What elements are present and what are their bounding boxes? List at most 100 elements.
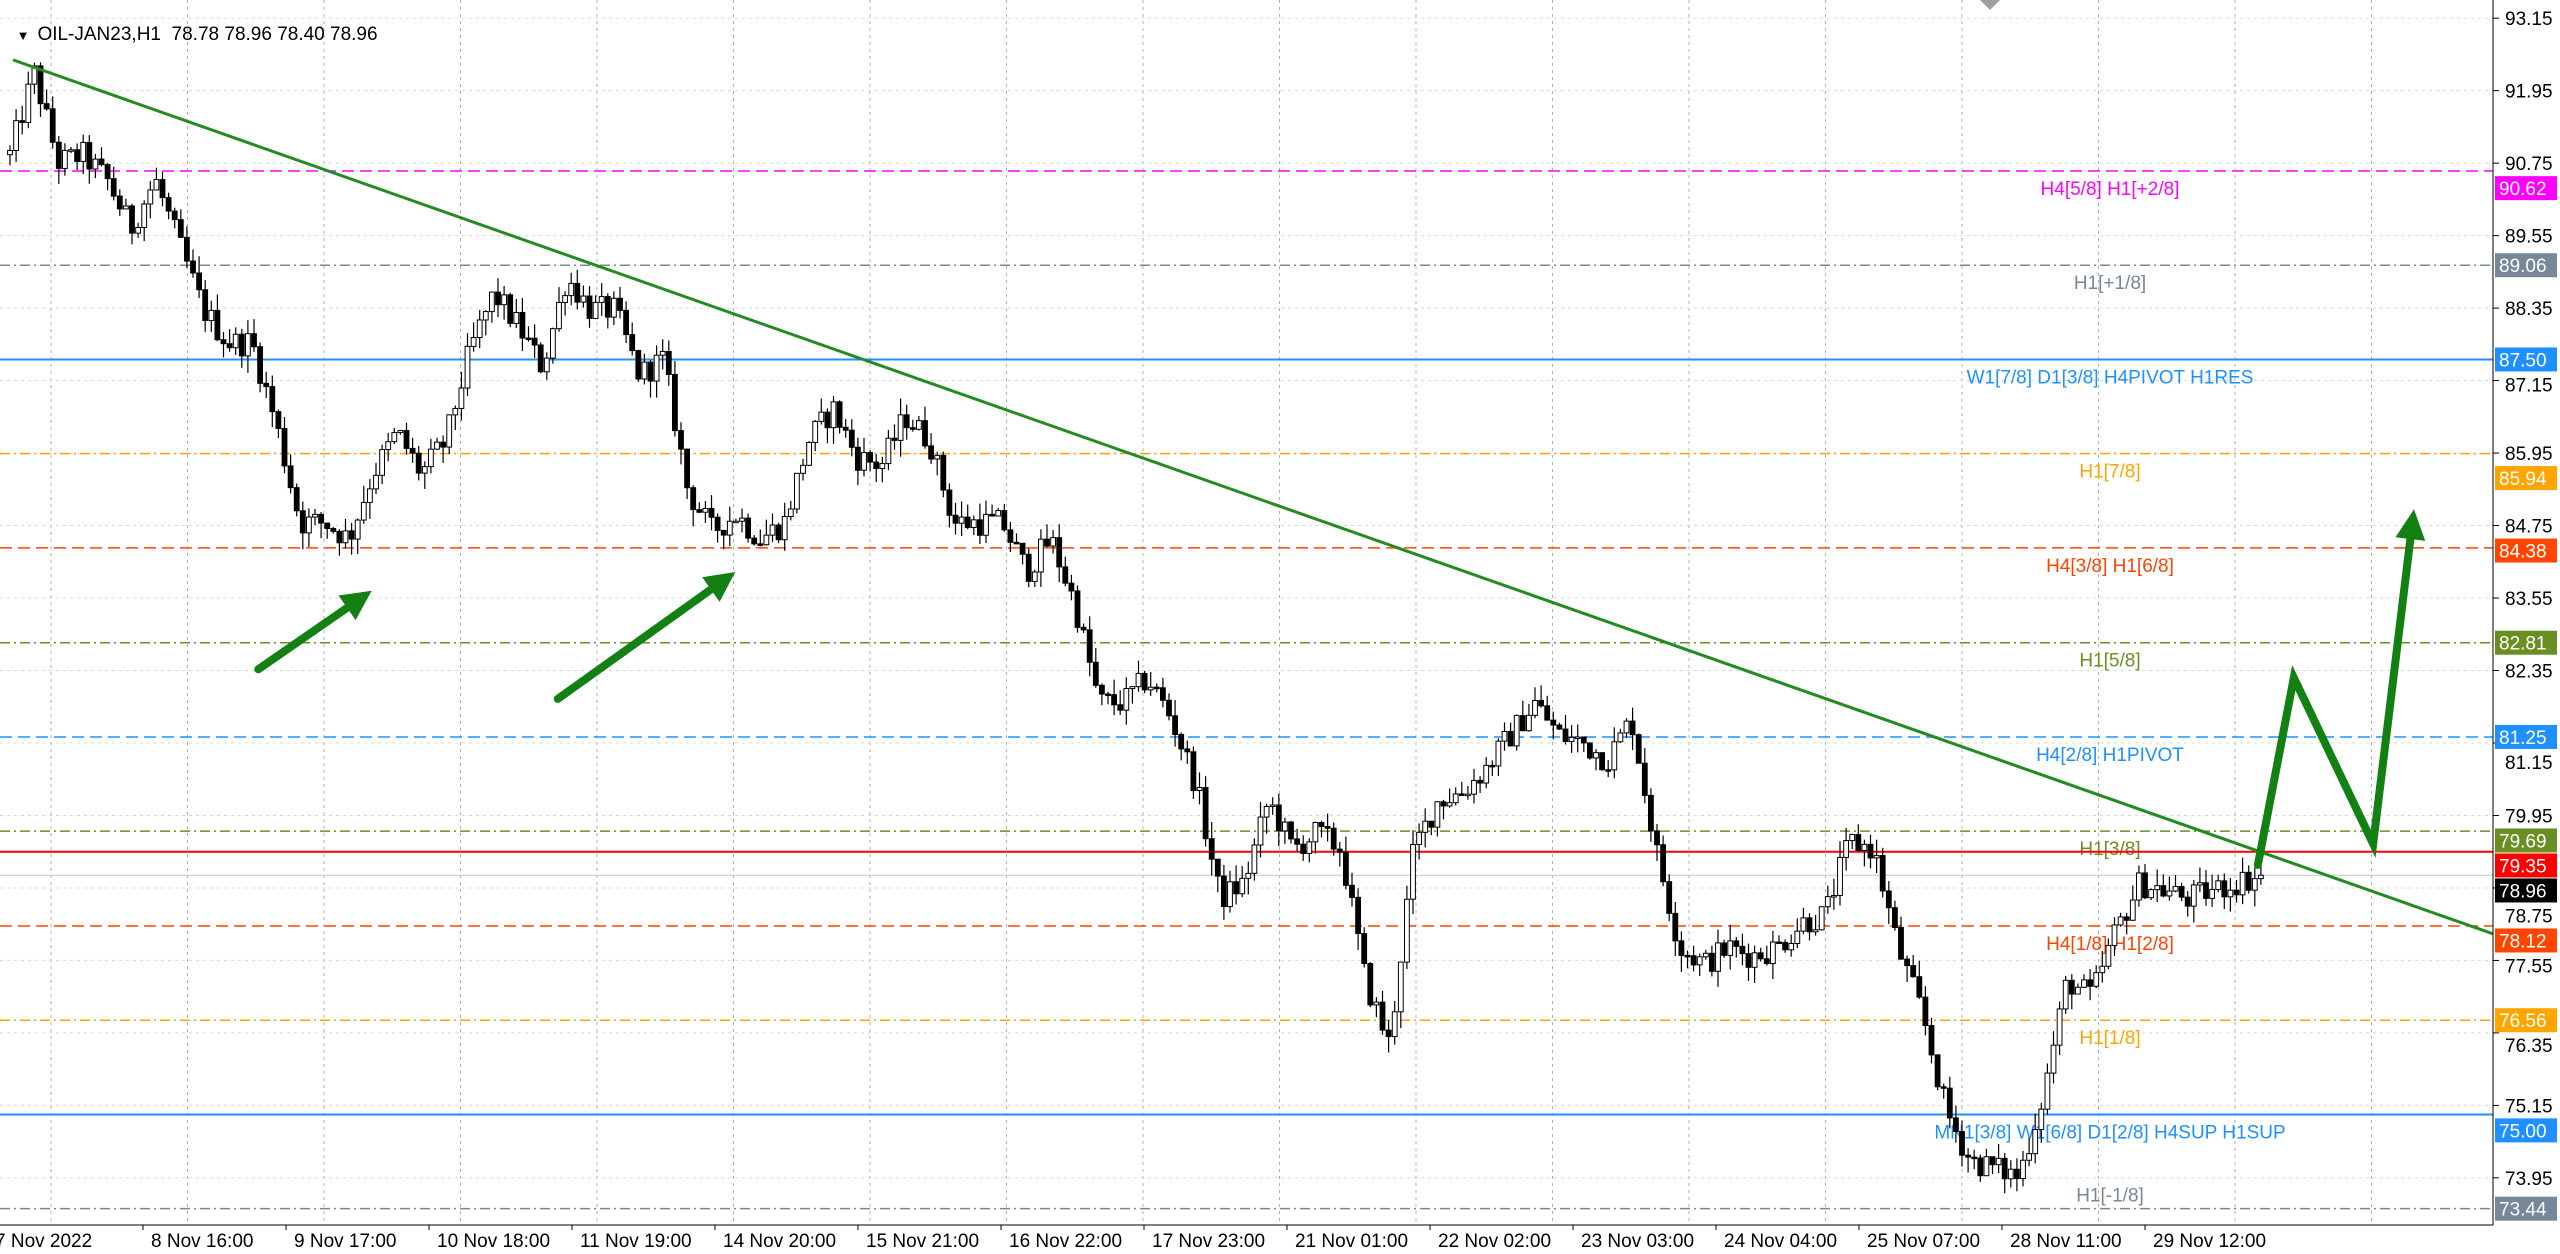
candle-bearish — [1629, 720, 1636, 736]
candle-bearish — [1343, 851, 1349, 886]
y-tick-label: 75.15 — [2505, 1096, 2553, 1117]
arrow-shaft — [254, 603, 352, 674]
candle-bullish — [2148, 889, 2154, 899]
candle-bearish — [824, 411, 831, 429]
candle-bullish — [2258, 874, 2264, 880]
candle-bearish — [867, 452, 874, 463]
candle-bullish — [428, 448, 434, 468]
candle-bearish — [1428, 820, 1435, 828]
candle-bearish — [1587, 742, 1593, 759]
candle-bullish — [2081, 979, 2087, 988]
y-tick-label: 78.75 — [2505, 906, 2553, 927]
candle-bullish — [2227, 889, 2234, 898]
candle-bearish — [202, 289, 209, 321]
arrow-annotation[interactable] — [553, 572, 736, 703]
candle-bullish — [641, 361, 648, 380]
chart-shift-marker-icon[interactable] — [1980, 0, 2000, 10]
candle-bullish — [2154, 885, 2161, 891]
candle-bullish — [464, 345, 471, 389]
candle-bullish — [861, 452, 867, 471]
candle-bullish — [1995, 1157, 2002, 1166]
price-label-text: 75.00 — [2499, 1121, 2547, 1142]
candle-bullish — [781, 516, 788, 541]
candle-bullish — [995, 510, 1002, 517]
candle-bullish — [452, 407, 459, 416]
candle-bullish — [245, 333, 251, 357]
candle-bearish — [1184, 748, 1191, 753]
price-label-box — [2495, 253, 2557, 278]
candle-bearish — [409, 447, 416, 454]
candle-bearish — [855, 446, 861, 471]
candle-bearish — [1208, 838, 1215, 860]
candle-bullish — [1471, 779, 1477, 795]
candle-bullish — [2007, 1168, 2014, 1180]
candle-bearish — [1757, 952, 1764, 960]
y-tick-label: 90.75 — [2505, 154, 2553, 175]
arrowhead-icon — [702, 572, 736, 602]
candle-bearish — [1550, 719, 1557, 726]
candle-bullish — [763, 534, 770, 546]
candle-bullish — [476, 319, 483, 339]
candle-bearish — [86, 141, 93, 170]
candle-bearish — [98, 158, 105, 166]
candle-bullish — [2032, 1129, 2039, 1155]
trend-line[interactable] — [12, 58, 2494, 936]
candle-bearish — [1739, 945, 1746, 955]
triangle-down-icon[interactable]: ▼ — [16, 28, 30, 43]
candle-bearish — [165, 197, 172, 212]
candle-bullish — [1306, 841, 1313, 854]
candle-bullish — [1861, 843, 1868, 851]
candle-bearish — [2233, 889, 2240, 896]
arrow-shaft — [553, 585, 715, 703]
candle-bearish — [2221, 880, 2228, 898]
candle-bearish — [708, 507, 715, 518]
candle-bearish — [318, 513, 325, 524]
candle-bullish — [934, 454, 941, 460]
candle-bearish — [1855, 834, 1862, 851]
candle-bearish — [1977, 1157, 1984, 1177]
candle-bearish — [1330, 827, 1337, 850]
candle-bullish — [354, 519, 361, 540]
arrow-annotation[interactable] — [254, 590, 372, 674]
candle-bullish — [1831, 895, 1837, 898]
candle-bearish — [1721, 942, 1727, 956]
arrow-shaft — [2253, 535, 2415, 869]
candle-bearish — [104, 164, 111, 180]
candle-bullish — [446, 414, 453, 448]
candle-bearish — [1300, 843, 1307, 854]
candle-bearish — [665, 350, 672, 375]
candle-bullish — [1794, 930, 1801, 944]
candle-bullish — [1513, 715, 1520, 747]
candle-bearish — [952, 514, 959, 524]
arrow-annotation[interactable] — [2253, 509, 2426, 869]
candle-bearish — [1153, 686, 1160, 690]
candle-bearish — [214, 309, 221, 341]
candle-bullish — [360, 501, 367, 521]
candle-bearish — [714, 516, 721, 531]
y-tick-label: 73.95 — [2505, 1169, 2553, 1190]
candle-bullish — [1123, 688, 1130, 711]
candle-bearish — [1776, 941, 1782, 945]
candle-bearish — [1733, 940, 1740, 947]
candle-bearish — [220, 339, 227, 345]
arrowhead-icon — [338, 590, 372, 621]
candle-bearish — [836, 401, 843, 428]
level-label: H4[2/8] H1PIVOT — [2036, 745, 2184, 766]
candle-bearish — [678, 430, 684, 450]
candle-bearish — [1544, 705, 1551, 721]
candle-bearish — [757, 543, 764, 546]
candle-bullish — [2136, 872, 2142, 901]
candle-bearish — [43, 103, 50, 110]
x-tick-label: 15 Nov 21:00 — [866, 1231, 979, 1252]
candle-bearish — [1379, 1001, 1386, 1031]
candle-bullish — [2038, 1108, 2045, 1131]
candle-bullish — [2129, 899, 2136, 921]
x-tick-label: 9 Nov 17:00 — [294, 1231, 396, 1252]
candle-bullish — [2093, 972, 2100, 987]
candle-bearish — [696, 509, 703, 513]
candle-bullish — [1983, 1156, 1990, 1177]
candle-bearish — [1928, 1025, 1935, 1056]
candle-bullish — [1257, 816, 1264, 846]
candle-bullish — [1495, 740, 1502, 767]
